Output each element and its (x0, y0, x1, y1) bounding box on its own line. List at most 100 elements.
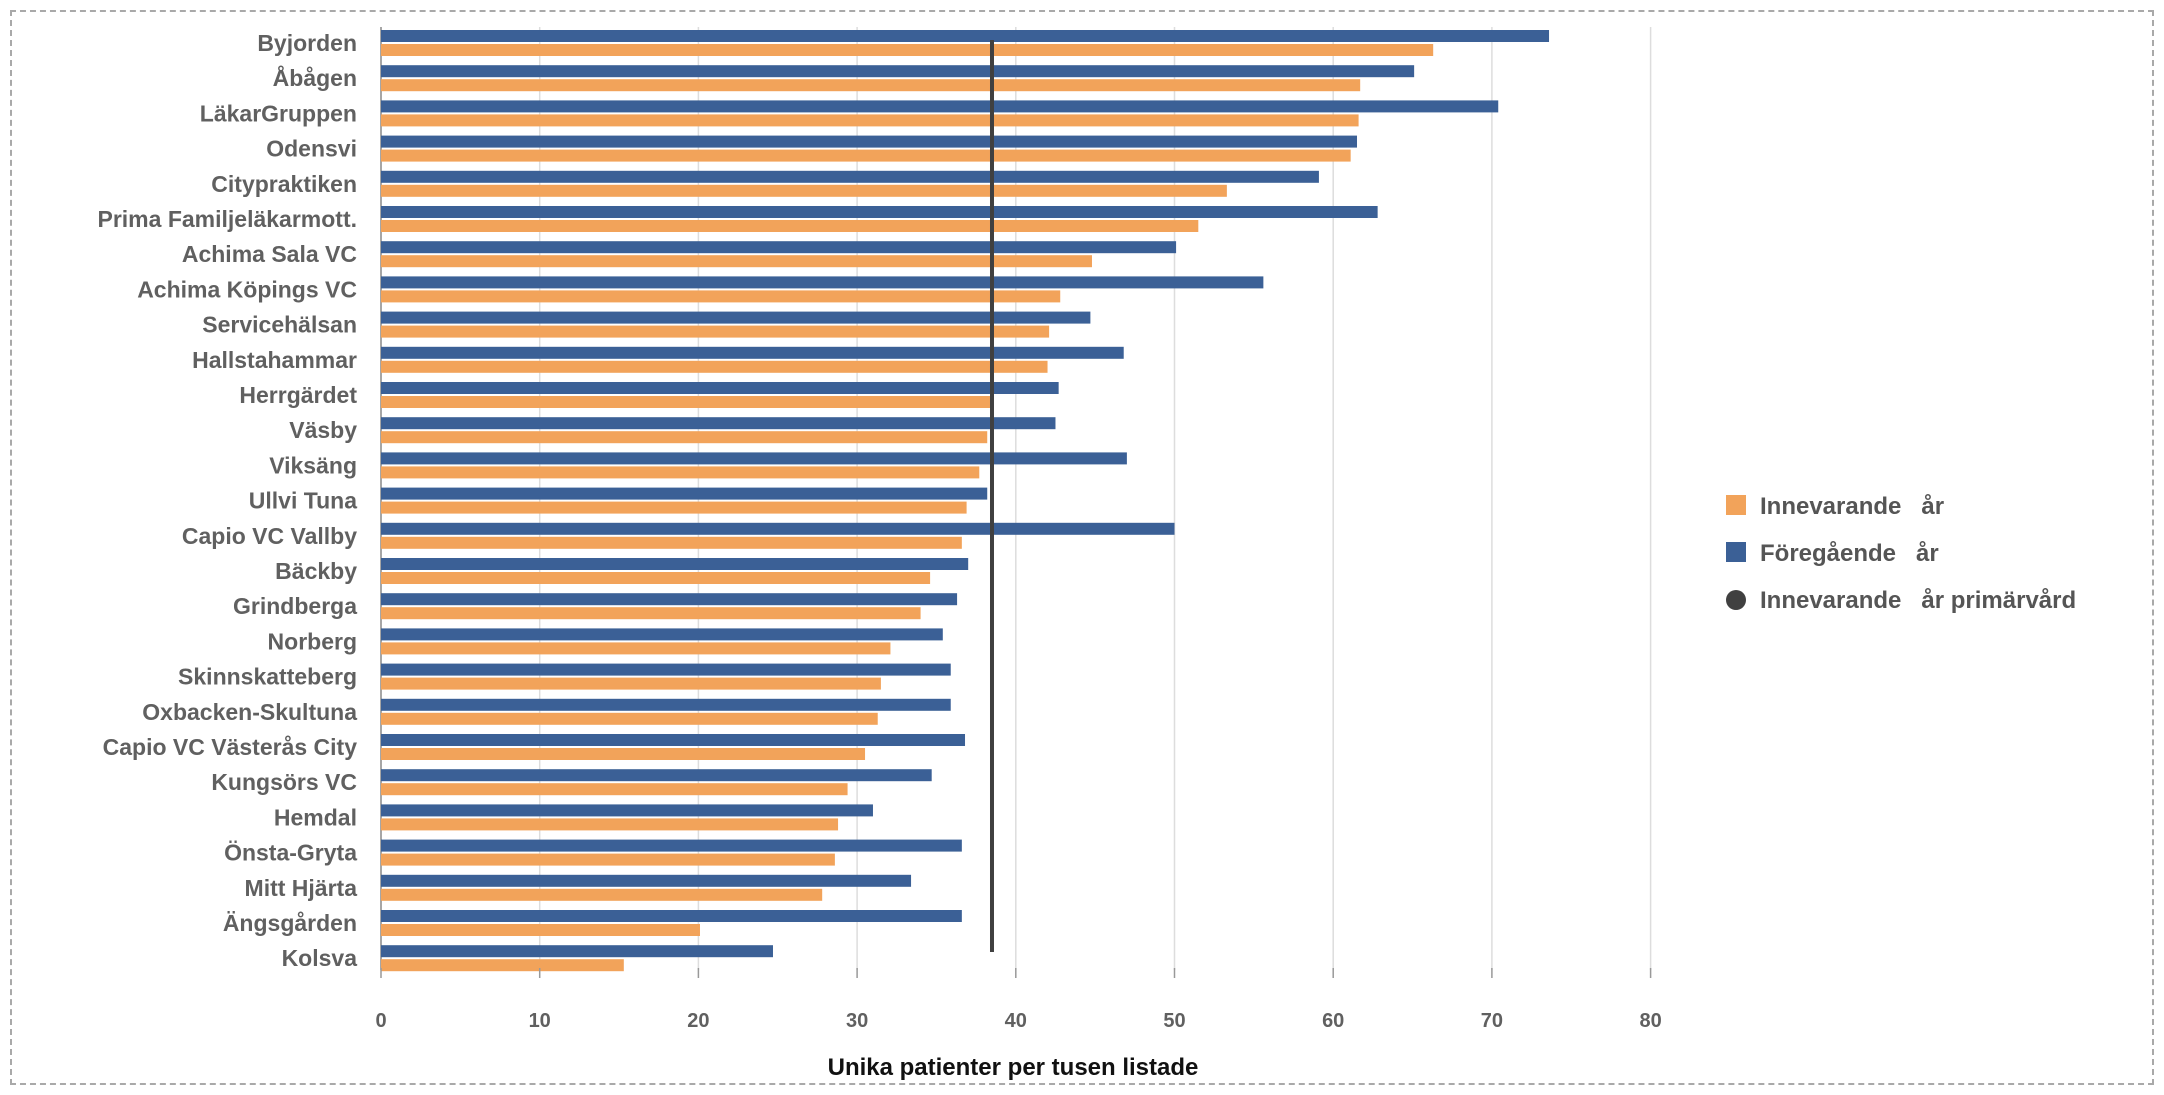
x-tick-label: 50 (1163, 1010, 1185, 1032)
bar-current (381, 572, 931, 584)
bar-current (381, 959, 624, 972)
category-label: Önsta-Gryta (224, 840, 357, 866)
category-label: Väsby (289, 417, 357, 443)
bar-previous (381, 417, 1056, 430)
category-label: Capio VC Vallby (182, 523, 357, 549)
bar-previous (381, 276, 1264, 289)
x-tick-label: 60 (1322, 1010, 1344, 1032)
bar-previous (381, 628, 943, 641)
x-tick-label: 0 (375, 1010, 386, 1032)
bar-previous (381, 100, 1499, 113)
chart-frame (10, 10, 2154, 1085)
category-label: Kolsva (282, 945, 358, 971)
bar-previous (381, 663, 951, 676)
bar-current (381, 888, 823, 901)
bar-previous (381, 593, 958, 606)
bar-previous (381, 874, 912, 887)
legend-swatch-current (1726, 495, 1746, 515)
bar-current (381, 748, 866, 760)
category-label: Bäckby (275, 558, 357, 584)
bar-previous (381, 241, 1177, 254)
bar-current (381, 607, 921, 620)
bar-current (381, 149, 1351, 162)
bar-current (381, 642, 891, 655)
bar-current (381, 360, 1048, 373)
bar-previous (381, 135, 1358, 148)
bar-previous (381, 910, 962, 922)
category-label: Byjorden (257, 30, 357, 56)
category-label: Achima Köpings VC (137, 276, 357, 302)
bar-previous (381, 311, 1091, 324)
bar-current (381, 79, 1361, 92)
category-label: Achima Sala VC (182, 241, 357, 267)
bar-current (381, 466, 980, 479)
bar-current (381, 536, 962, 549)
legend-swatch-previous (1726, 542, 1746, 562)
category-label: Ullvi Tuna (249, 488, 357, 514)
x-tick-label: 20 (687, 1010, 709, 1032)
category-label: Ängsgården (223, 910, 357, 936)
bar-current (381, 431, 988, 444)
category-label: Citypraktiken (211, 171, 357, 197)
bar-current (381, 853, 835, 866)
category-label: Hemdal (274, 804, 357, 830)
bar-previous (381, 839, 962, 852)
x-tick-label: 80 (1639, 1010, 1661, 1032)
category-label: Capio VC Västerås City (103, 734, 358, 760)
bar-previous (381, 65, 1415, 78)
legend-label-reference: Innevarande år primärvård (1760, 587, 2076, 614)
category-label: Herrgärdet (239, 382, 357, 408)
x-tick-label: 10 (529, 1010, 551, 1032)
category-label: Åbågen (273, 64, 357, 91)
x-tick-label: 70 (1481, 1010, 1503, 1032)
bar-current (381, 396, 992, 408)
legend-label-current: Innevarande år (1760, 493, 1944, 520)
bar-current (381, 783, 848, 796)
bar-previous (381, 30, 1550, 42)
bar-current (381, 44, 1434, 56)
bar-previous (381, 734, 966, 746)
bar-previous (381, 206, 1378, 218)
bar-current (381, 924, 700, 936)
bar-previous (381, 382, 1059, 394)
category-labels: Byjorden Åbågen LäkarGruppen Odensvi Citypra… (98, 30, 358, 971)
bar-current (381, 712, 878, 725)
x-tick-label: 30 (846, 1010, 868, 1032)
bar-previous (381, 170, 1319, 183)
category-label: Kungsörs VC (211, 769, 357, 795)
bars (381, 30, 1550, 972)
bar-previous (381, 804, 873, 817)
category-label: Grindberga (233, 593, 357, 619)
bar-current (381, 818, 839, 831)
bar-current (381, 677, 881, 690)
category-label: Odensvi (266, 136, 357, 162)
bar-current (381, 184, 1227, 197)
bar-current (381, 501, 967, 514)
bar-previous (381, 698, 951, 711)
legend-label-previous: Föregående år (1760, 540, 1939, 567)
bar-previous (381, 945, 773, 958)
category-label: Prima Familjeläkarmott. (98, 206, 358, 232)
bar-current (381, 255, 1092, 268)
category-label: LäkarGruppen (200, 100, 357, 126)
category-label: Skinnskatteberg (178, 664, 357, 690)
category-label: Norberg (268, 628, 357, 654)
bar-previous (381, 487, 988, 500)
x-axis-title: Unika patienter per tusen listade (828, 1054, 1199, 1081)
bar-current (381, 114, 1359, 127)
bar-current (381, 325, 1050, 338)
legend[interactable]: Innevarande år Föregående år Innevarande… (1726, 493, 2076, 614)
category-label: Mitt Hjärta (245, 875, 358, 901)
category-label: Hallstahammar (192, 347, 357, 373)
bar-current (381, 290, 1061, 303)
bar-current (381, 220, 1199, 232)
category-label: Oxbacken-Skultuna (142, 699, 357, 725)
x-tick-labels: 0 10 20 30 40 50 60 70 80 (375, 968, 1662, 1032)
bar-previous (381, 346, 1124, 359)
x-tick-label: 40 (1005, 1010, 1027, 1032)
bar-previous (381, 769, 932, 782)
legend-marker-reference (1726, 590, 1746, 610)
bar-previous (381, 452, 1127, 465)
bar-previous (381, 558, 969, 570)
